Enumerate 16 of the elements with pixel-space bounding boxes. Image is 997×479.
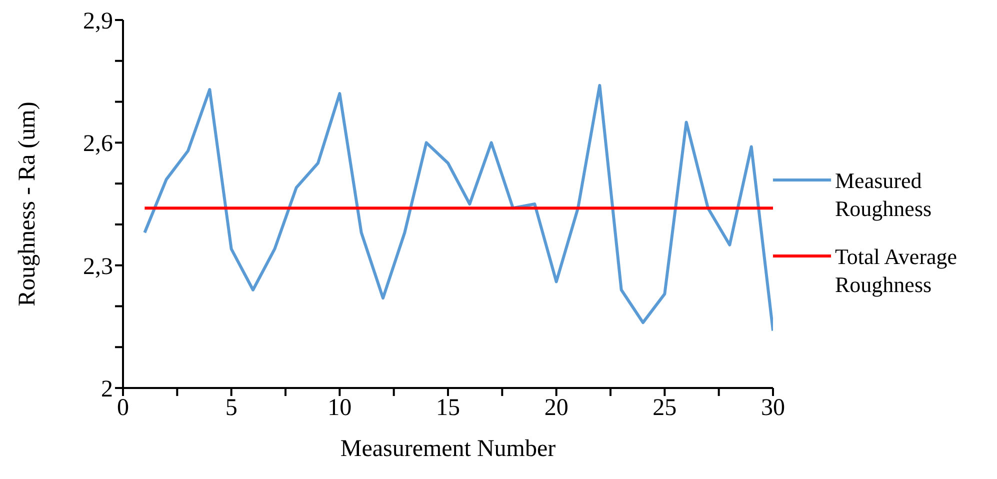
line-series — [143, 84, 773, 332]
x-tick-label: 15 — [436, 395, 460, 422]
x-tick-label: 0 — [117, 395, 129, 422]
y-axis-title: Roughness - Ra (um) — [14, 102, 41, 306]
x-tick-label: 25 — [652, 395, 677, 422]
x-tick-label: 30 — [761, 395, 785, 422]
y-tick-label: 2 — [101, 376, 113, 403]
y-tick-label: 2,9 — [83, 8, 113, 35]
x-tick-label: 10 — [328, 395, 352, 422]
x-tick-label: 20 — [544, 395, 568, 422]
x-axis-title: Measurement Number — [340, 436, 556, 462]
x-tick-label: 5 — [225, 395, 238, 422]
legend-label: Measured Roughness — [835, 167, 933, 223]
y-tick-label: 2,6 — [83, 131, 113, 158]
y-tick-label: 2,3 — [83, 254, 113, 280]
legend-label: Total Average Roughness — [835, 243, 958, 299]
